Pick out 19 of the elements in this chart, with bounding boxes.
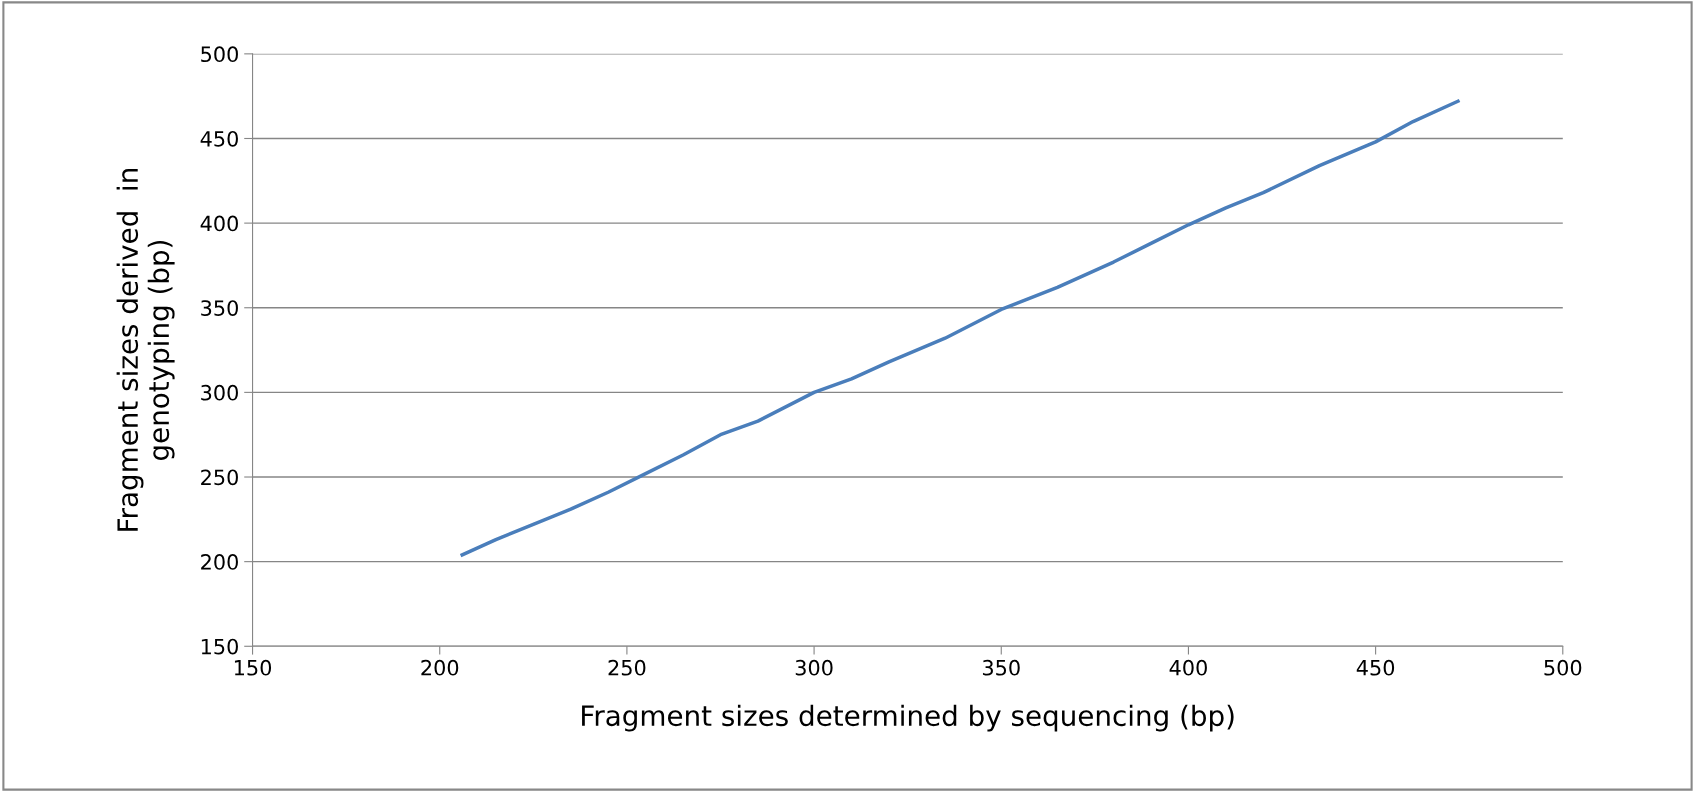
x-tick-label: 150	[234, 659, 272, 676]
x-axis-title: Fragment sizes determined by sequencing (bp)	[582, 704, 1234, 732]
line-series	[460, 99, 1460, 557]
x-tick-label: 500	[1544, 659, 1582, 676]
y-tick-label: 200	[201, 554, 238, 570]
y-tick-label: 150	[201, 638, 238, 655]
y-tick-label: 300	[201, 384, 238, 401]
x-tick-label: 200	[421, 659, 459, 676]
y-tick-label: 250	[201, 469, 238, 486]
y-axis-title: Fragment sizes derived in genotyping (bp)	[116, 169, 175, 531]
x-tick-label: 400	[1169, 659, 1207, 676]
y-tick-label: 400	[200, 215, 238, 232]
x-tick-label: 450	[1356, 659, 1395, 676]
x-tick-label: 300	[795, 659, 833, 676]
y-tick-label: 500	[201, 46, 238, 63]
x-tick-label: 250	[608, 659, 646, 676]
y-tick-label: 450	[200, 130, 238, 147]
y-tick-label: 350	[201, 300, 238, 316]
x-tick-label: 350	[982, 659, 1020, 676]
